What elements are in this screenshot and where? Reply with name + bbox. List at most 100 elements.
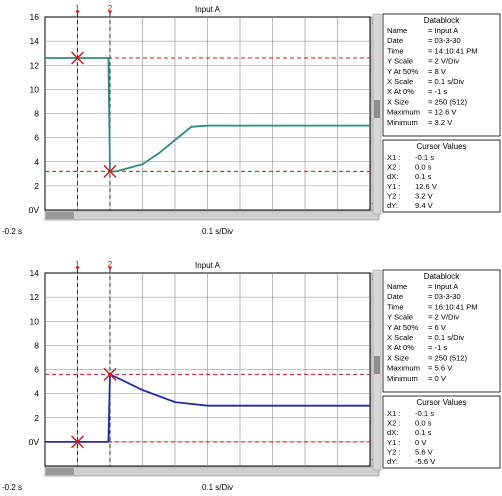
datablock-value: = 12.6 V xyxy=(428,108,457,117)
chart-title: Input A xyxy=(195,5,221,14)
y-tick-label: 14 xyxy=(30,268,40,278)
y-tick-label: 10 xyxy=(30,84,40,94)
datablock-key: Y Scale xyxy=(387,57,413,66)
datablock-value: = 0 V xyxy=(428,374,447,383)
datablock-value: = 14:10:41 PM xyxy=(428,46,478,55)
cursor-value-key: X2 : xyxy=(387,419,401,428)
signal-trace xyxy=(45,57,370,173)
cursor-value-key: dX: xyxy=(387,172,398,181)
cursor-label: 2 xyxy=(108,4,113,13)
datablock-value: = -1 s xyxy=(428,343,447,352)
datablock-value: = 250 (512) xyxy=(428,97,468,106)
side-scroll-thumb[interactable] xyxy=(374,356,380,374)
datablock-key: X Scale xyxy=(387,77,413,86)
cursor-value-key: Y1 : xyxy=(387,182,401,191)
datablock-box xyxy=(382,269,501,393)
cursor-value-value: 0.0 s xyxy=(415,163,432,172)
scroll-thumb[interactable] xyxy=(46,212,74,219)
datablock-value: = -1 s xyxy=(428,87,447,96)
cursor-value-value: -5.6 V xyxy=(415,457,436,466)
datablock-key: Y At 50% xyxy=(387,67,418,76)
datablock-title: Datablock xyxy=(424,16,461,25)
cursor-intersection-icon xyxy=(71,51,84,65)
datablock-key: Y Scale xyxy=(387,313,413,322)
y-tick-label: 0V xyxy=(29,437,40,447)
datablock-key: Date xyxy=(387,292,403,301)
cursor-intersection-icon xyxy=(103,164,117,178)
scope-panel-top: Input A 16 14 12 10 8 6 4 2 0V 1 2 -0.2 s 0.1 s/Div Da… xyxy=(0,0,502,240)
cursor-value-key: Y1 : xyxy=(387,438,401,447)
y-tick-label: 6 xyxy=(34,365,39,375)
cross-stroke xyxy=(103,164,117,178)
datablock-value: = 250 (512) xyxy=(428,353,468,362)
cross-stroke xyxy=(71,435,84,449)
y-tick-label: 2 xyxy=(34,181,39,191)
chart-title: Input A xyxy=(195,261,221,270)
y-tick-label: 8 xyxy=(34,109,39,119)
cursor-value-key: X1 : xyxy=(387,153,401,162)
y-tick-label: 4 xyxy=(34,389,39,399)
x-scale-label: 0.1 s/Div xyxy=(202,227,233,236)
datablock-key: Maximum xyxy=(387,108,420,117)
datablock-key: Time xyxy=(387,46,404,55)
datablock-value: = Input A xyxy=(428,282,459,291)
y-tick-label: 14 xyxy=(30,36,40,46)
datablock-value: = 8 V xyxy=(428,67,447,76)
cursor-value-value: 0.0 s xyxy=(415,419,432,428)
y-tick-label: 6 xyxy=(34,133,39,143)
cursor-value-key: dY: xyxy=(387,457,398,466)
side-scroll-thumb[interactable] xyxy=(374,100,380,118)
cursor-values-box xyxy=(382,395,501,469)
cursor-value-value: 12.6 V xyxy=(415,182,438,191)
cursor-value-value: 3.2 V xyxy=(415,191,434,200)
datablock-value: = 6 V xyxy=(428,323,447,332)
x-scale-label: 0.1 s/Div xyxy=(202,483,233,492)
horizontal-scrollbar[interactable] xyxy=(44,466,380,477)
datablock-key: X Size xyxy=(387,353,409,362)
cursor-value-key: X2 : xyxy=(387,163,401,172)
datablock-key: Minimum xyxy=(387,374,418,383)
y-tick-label: 12 xyxy=(30,60,40,70)
datablock-title: Datablock xyxy=(424,272,461,281)
cursor-value-value: 0 V xyxy=(415,438,427,447)
cross-stroke xyxy=(71,51,84,65)
cursor-marker-icon xyxy=(75,11,80,14)
datablock-key: X Scale xyxy=(387,333,413,342)
cursor-label: 1 xyxy=(75,4,80,13)
cursor-value-key: Y2 : xyxy=(387,191,401,200)
y-tick-label: 16 xyxy=(30,12,40,22)
cursor-values-box xyxy=(382,139,501,213)
y-tick-label: 8 xyxy=(34,340,39,350)
cursor-value-value: -0.1 s xyxy=(415,153,434,162)
datablock-key: X At 0% xyxy=(387,87,414,96)
cursor-value-value: 5.6 V xyxy=(415,447,434,456)
datablock-key: Date xyxy=(387,36,403,45)
horizontal-scrollbar[interactable] xyxy=(44,210,380,221)
scope-panel-bottom: Input A 14 12 10 8 6 4 2 0V 1 2 -0.2 s 0.1 s/Div Data… xyxy=(0,256,502,496)
datablock-value: = 2 V/Div xyxy=(428,57,459,66)
cursor-values-title: Cursor Values xyxy=(416,142,466,151)
cursor-intersection-icon xyxy=(71,435,84,449)
cursor-marker-icon xyxy=(108,11,112,14)
datablock-value: = 5.6 V xyxy=(428,364,453,373)
datablock-key: Maximum xyxy=(387,364,420,373)
x-start-label: -0.2 s xyxy=(2,227,22,236)
cursor-value-value: 0.1 s xyxy=(415,428,432,437)
y-tick-label: 12 xyxy=(30,292,40,302)
datablock-key: X At 0% xyxy=(387,343,414,352)
datablock-value: = 0.1 s/Div xyxy=(428,77,464,86)
datablock-value: = 2 V/Div xyxy=(428,313,459,322)
cursor-intersection-icon xyxy=(103,367,117,381)
cursor-value-value: 0.1 s xyxy=(415,172,432,181)
datablock-key: Y At 50% xyxy=(387,323,418,332)
cursor-value-key: Y2 : xyxy=(387,447,401,456)
cross-stroke xyxy=(103,367,117,381)
cursor-value-key: dX: xyxy=(387,428,398,437)
cursor-label: 1 xyxy=(75,260,80,269)
scroll-thumb[interactable] xyxy=(46,468,74,475)
datablock-key: Time xyxy=(387,302,404,311)
datablock-key: X Size xyxy=(387,97,409,106)
cursor-value-value: 9.4 V xyxy=(415,201,434,210)
y-tick-label: 4 xyxy=(34,157,39,167)
